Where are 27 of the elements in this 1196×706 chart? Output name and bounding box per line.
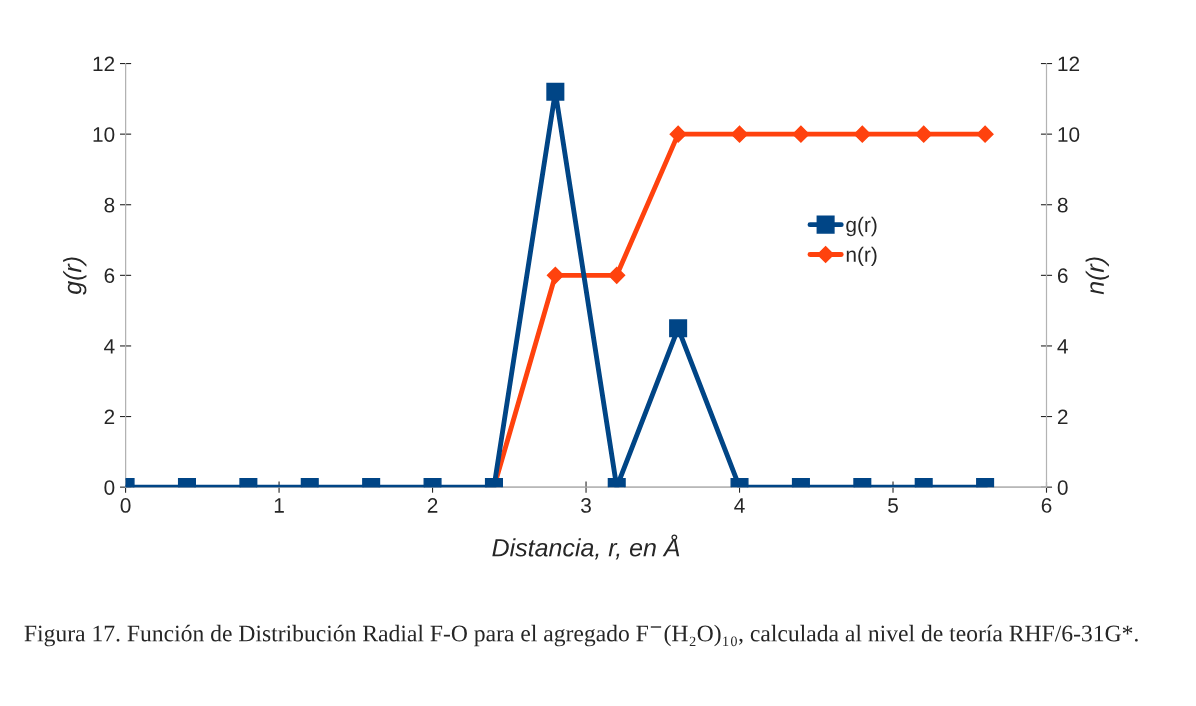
y2-tick-label: 12	[1058, 56, 1080, 72]
y-axis-title: g(r)	[63, 257, 87, 295]
y-tick-label: 12	[93, 56, 115, 72]
y-tick-label: 2	[104, 409, 115, 425]
y-tick-label: 10	[93, 127, 115, 142]
x-tick-label: 4	[734, 498, 745, 513]
x-tick-label: 3	[581, 498, 591, 513]
y2-tick-label: 0	[1057, 480, 1068, 495]
y-tick-label: 0	[104, 480, 115, 495]
y2-tick-label: 6	[1057, 268, 1068, 284]
y2-tick-label: 8	[1057, 197, 1068, 213]
legend-label: g(r)	[846, 216, 877, 237]
y-tick-label: 4	[104, 339, 115, 354]
x-tick-label: 5	[888, 498, 898, 513]
x-tick-label: 1	[274, 498, 284, 513]
x-tick-label: 0	[120, 498, 131, 513]
y-tick-label: 8	[104, 197, 115, 213]
y2-axis-title: n(r)	[1085, 257, 1109, 295]
y2-tick-label: 10	[1058, 127, 1080, 142]
x-tick-label: 6	[1041, 498, 1052, 513]
text: Figura 17. Función de Distribución Radial F-O para el agregado F$^{−}$(H₂O)₁₀, calculada al nivel de teoría RHF/6-31G*.	[24, 624, 1138, 647]
x-axis-title: Distancia, r, en Å	[492, 534, 680, 560]
y2-tick-label: 4	[1057, 339, 1068, 354]
x-tick-label: 2	[427, 498, 438, 513]
y2-tick-label: 2	[1057, 409, 1068, 425]
legend-label: n(r)	[846, 246, 877, 267]
y-tick-label: 6	[104, 268, 115, 284]
